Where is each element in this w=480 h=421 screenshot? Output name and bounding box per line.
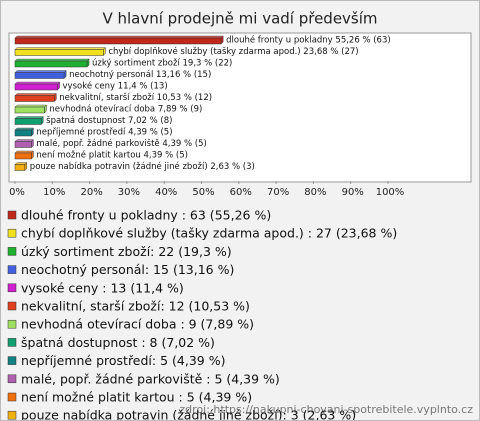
legend-label: pouze nabídka potravin (žádné jiné zboží… xyxy=(21,408,356,420)
legend-swatch xyxy=(7,301,17,311)
value-label: nevhodná otevírací doba 7,89 % (9) xyxy=(49,105,202,115)
bar-top xyxy=(14,104,48,108)
bar xyxy=(14,49,104,56)
value-label: dlouhé fronty u pokladny 55,26 % (63) xyxy=(226,35,391,46)
plot-frame xyxy=(8,32,472,183)
legend-label: špatná dostupnost : 8 (7,02 %) xyxy=(21,335,215,350)
bar-top xyxy=(14,58,90,62)
chart-title: V hlavní prodejně mi vadí především xyxy=(102,10,377,28)
x-tick-label: 100% xyxy=(376,187,405,198)
x-tick-label: 50% xyxy=(192,187,214,198)
legend-swatch xyxy=(7,265,17,274)
legend-swatch xyxy=(7,283,17,293)
bar xyxy=(14,152,32,160)
value-label: pouze nabídka potravin (žádné jiné zboží… xyxy=(30,161,255,172)
legend-label: dlouhé fronty u pokladny : 63 (55,26 %) xyxy=(21,208,271,223)
x-tick-label: 40% xyxy=(155,187,177,198)
legend-swatch xyxy=(7,374,17,384)
bar-top xyxy=(14,47,106,50)
value-label: nepříjemné prostředí 4,39 % (5) xyxy=(36,127,172,138)
legend-label: neochotný personál: 15 (13,16 %) xyxy=(21,262,234,277)
x-tick-label: 0% xyxy=(9,187,25,198)
legend-swatch xyxy=(7,338,17,347)
bar-top xyxy=(14,127,34,131)
value-label: vysoké ceny 11,4 % (13) xyxy=(63,81,168,92)
bar xyxy=(14,106,45,114)
bar xyxy=(14,141,32,148)
bar-top xyxy=(14,116,44,119)
bar-top xyxy=(14,93,57,96)
legend-swatch xyxy=(7,392,17,402)
value-label: malé, popř. žádné parkoviště 4,39 % (5) xyxy=(36,138,206,149)
value-label: není možné platit kartou 4,39 % (5) xyxy=(36,150,188,161)
bar-top xyxy=(14,150,34,154)
legend-label: malé, popř. žádné parkoviště : 5 (4,39 %… xyxy=(21,371,280,386)
x-tick-label: 90% xyxy=(342,187,364,198)
legend-swatch xyxy=(7,356,17,365)
bar xyxy=(14,60,88,68)
bar-top xyxy=(14,81,61,85)
legend-swatch xyxy=(7,228,17,238)
value-label: chybí doplňkové služby (tašky zdarma apo… xyxy=(108,46,358,57)
legend-swatch xyxy=(7,319,17,329)
value-label: neochotný personál 13,16 % (15) xyxy=(69,70,211,80)
bar-top xyxy=(14,35,224,39)
legend-label: chybí doplňkové služby (tašky zdarma apo… xyxy=(21,226,397,241)
value-label: špatná dostupnost 7,02 % (8) xyxy=(46,115,172,126)
legend-label: nekvalitní, starší zboží: 12 (10,53 %) xyxy=(21,299,250,314)
x-tick-label: 20% xyxy=(80,187,102,198)
bar xyxy=(14,72,65,79)
bar xyxy=(14,118,42,125)
x-tick-label: 60% xyxy=(230,187,252,198)
legend-label: úzký sortiment zboží: 22 (19,3 %) xyxy=(21,244,232,259)
x-tick-label: 10% xyxy=(43,187,65,198)
x-tick-label: 70% xyxy=(267,187,289,198)
legend-swatch xyxy=(7,210,17,220)
legend-swatch xyxy=(7,247,17,256)
bar xyxy=(14,95,55,102)
legend-label: vysoké ceny : 13 (11,4 %) xyxy=(21,280,184,295)
source: zdroj: https://nakupni-chovani-spotrebit… xyxy=(179,403,473,416)
x-tick-label: 80% xyxy=(304,187,326,198)
bar xyxy=(14,164,26,171)
bar-top xyxy=(14,70,67,73)
legend-label: není možné platit kartou : 5 (4,39 %) xyxy=(21,390,252,405)
x-tick-label: 30% xyxy=(118,187,140,198)
value-label: úzký sortiment zboží 19,3 % (22) xyxy=(92,59,232,69)
legend-label: nevhodná otevírací doba : 9 (7,89 %) xyxy=(21,317,254,332)
bar-top xyxy=(14,139,34,142)
legend-label: nepříjemné prostředí: 5 (4,39 %) xyxy=(21,353,225,368)
bar xyxy=(14,83,58,91)
legend-swatch xyxy=(7,410,17,420)
bar xyxy=(14,37,222,45)
bar xyxy=(14,129,32,137)
value-label: nekvalitní, starší zboží 10,53 % (12) xyxy=(59,92,212,103)
